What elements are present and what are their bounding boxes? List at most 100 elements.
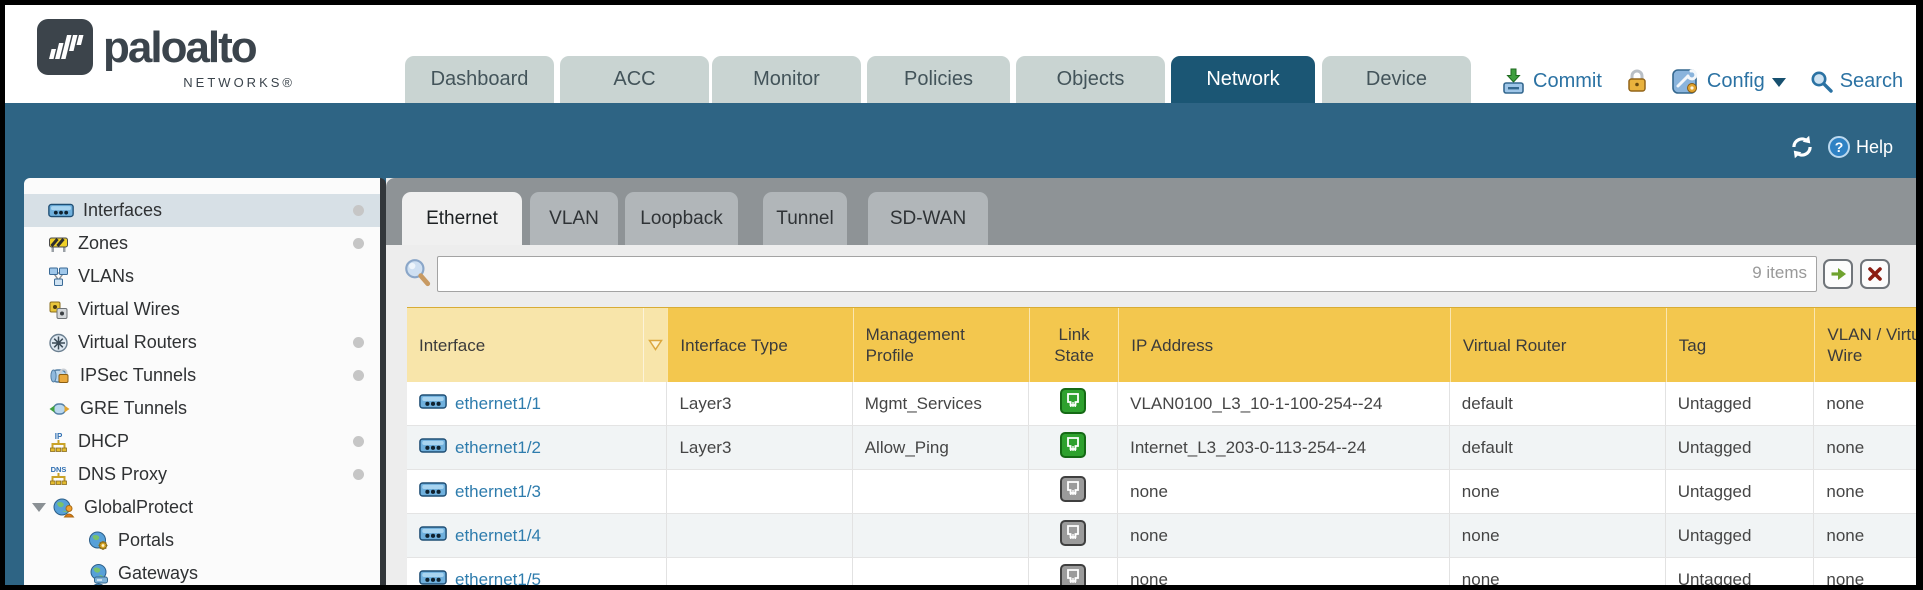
gateways-icon: [88, 563, 109, 584]
col-header-vlan-wire[interactable]: VLAN / Virtual Wire: [1814, 308, 1916, 382]
sidebar-item-gre-tunnels[interactable]: GRE Tunnels: [24, 392, 380, 425]
tab-device[interactable]: Device: [1322, 56, 1471, 103]
clear-filter-button[interactable]: [1860, 259, 1890, 289]
brand-sub: NETWORKS®: [183, 75, 295, 90]
gre-tunnels-icon: [48, 399, 71, 419]
cell-virtual-router: none: [1450, 470, 1666, 513]
lock-icon[interactable]: [1626, 68, 1648, 94]
cell-virtual-router: default: [1450, 382, 1666, 425]
link-state-up-icon: [1060, 388, 1087, 419]
cell-management-profile: [853, 558, 1030, 585]
tab-acc-label: ACC: [613, 68, 656, 90]
subtab-ethernet[interactable]: Ethernet: [402, 192, 522, 245]
config-link[interactable]: Config: [1706, 69, 1765, 92]
tab-objects-label: Objects: [1056, 68, 1125, 90]
interface-link[interactable]: ethernet1/3: [455, 481, 542, 501]
commit-icon: [1501, 68, 1526, 95]
table-row[interactable]: ethernet1/3 none none Untagged none: [407, 470, 1916, 514]
table-row[interactable]: ethernet1/1 Layer3 Mgmt_Services VLAN010…: [407, 382, 1916, 426]
interface-icon: [419, 437, 447, 458]
sidebar-item-virtual-wires[interactable]: Virtual Wires: [24, 293, 380, 326]
cell-ip-address: Internet_L3_203-0-113-254--24: [1118, 426, 1450, 469]
sidebar-item-label: DNS Proxy: [78, 464, 168, 484]
sidebar-item-vlans[interactable]: VLANs: [24, 260, 380, 293]
col-header-virtual-router[interactable]: Virtual Router: [1449, 308, 1666, 382]
link-state-down-icon: [1060, 476, 1087, 507]
sidebar-item-ipsec-tunnels[interactable]: IPSec Tunnels: [24, 359, 380, 392]
subtab-label: SD-WAN: [889, 207, 967, 229]
table-row[interactable]: ethernet1/2 Layer3 Allow_Ping Internet_L…: [407, 426, 1916, 470]
interfaces-icon: [48, 203, 74, 218]
col-label: Virtual Router: [1462, 335, 1567, 355]
cell-interface: ethernet1/3: [407, 470, 668, 513]
apply-filter-button[interactable]: [1823, 259, 1853, 289]
virtual-routers-icon: [48, 333, 69, 353]
cell-vlan-wire: none: [1826, 525, 1865, 545]
interface-link[interactable]: ethernet1/2: [455, 437, 542, 457]
search-link[interactable]: Search: [1839, 69, 1904, 92]
cell-link-state: [1029, 382, 1119, 425]
tab-policies[interactable]: Policies: [867, 56, 1010, 103]
interface-link[interactable]: ethernet1/5: [455, 569, 542, 586]
table-row[interactable]: ethernet1/4 none none Untagged none: [407, 514, 1916, 558]
col-header-tag[interactable]: Tag: [1665, 308, 1815, 382]
col-header-interface[interactable]: Interface: [407, 308, 643, 382]
sidebar-item-globalprotect[interactable]: GlobalProtect: [24, 491, 380, 524]
help-button[interactable]: ? Help: [1827, 135, 1893, 159]
sidebar-item-label: GlobalProtect: [84, 497, 194, 517]
cell-tag: Untagged: [1666, 470, 1815, 513]
cell-vlan-wire: none: [1826, 481, 1865, 501]
config-dropdown-caret[interactable]: [1771, 78, 1786, 87]
filter-input[interactable]: [437, 256, 1817, 292]
svg-text:IP: IP: [55, 432, 63, 441]
sidebar-item-dhcp[interactable]: IP DHCP: [24, 425, 380, 458]
tab-dashboard[interactable]: Dashboard: [405, 56, 554, 103]
tab-objects[interactable]: Objects: [1016, 56, 1165, 103]
commit-link[interactable]: Commit: [1533, 69, 1602, 92]
interface-link[interactable]: ethernet1/4: [455, 525, 542, 545]
sidebar-item-gateways[interactable]: Gateways: [24, 557, 380, 585]
subtab-sdwan[interactable]: SD-WAN: [868, 192, 988, 245]
red-x-icon: [1868, 267, 1882, 281]
col-label: Tag: [1678, 335, 1707, 355]
interface-link[interactable]: ethernet1/1: [455, 393, 542, 413]
col-header-interface-type[interactable]: Interface Type: [667, 308, 853, 382]
help-icon: ?: [1828, 136, 1850, 158]
sidebar-item-interfaces[interactable]: Interfaces: [24, 194, 380, 227]
cell-interface-type: [667, 558, 853, 585]
sidebar-item-portals[interactable]: Portals: [24, 524, 380, 557]
table-header-row: Interface Interface Type Management Prof…: [407, 307, 1916, 382]
col-header-ip-address[interactable]: IP Address: [1118, 308, 1450, 382]
cell-tag: Untagged: [1666, 382, 1815, 425]
table-row[interactable]: ethernet1/5 none none Untagged none: [407, 558, 1916, 585]
sidebar-item-virtual-routers[interactable]: Virtual Routers: [24, 326, 380, 359]
refresh-icon[interactable]: [1789, 134, 1815, 160]
col-header-link-state[interactable]: Link State: [1028, 308, 1119, 382]
sort-dropdown-button[interactable]: [642, 308, 668, 382]
sidebar-item-zones[interactable]: Zones: [24, 227, 380, 260]
subtab-vlan[interactable]: VLAN: [530, 192, 618, 245]
tab-acc[interactable]: ACC: [560, 56, 709, 103]
subtab-loopback[interactable]: Loopback: [625, 192, 738, 245]
cell-ip-address: none: [1118, 470, 1450, 513]
tab-dashboard-label: Dashboard: [430, 68, 529, 90]
cell-interface: ethernet1/4: [407, 514, 668, 557]
subtab-tunnel[interactable]: Tunnel: [763, 192, 847, 245]
expand-triangle-icon[interactable]: [32, 503, 46, 512]
tab-monitor[interactable]: Monitor: [712, 56, 861, 103]
main-panel: Ethernet VLAN Loopback Tunnel SD-WAN 9 i…: [386, 178, 1916, 585]
sort-triangle-icon: [648, 339, 663, 351]
col-header-management-profile[interactable]: Management Profile: [852, 308, 1029, 382]
sidebar-item-label: Zones: [78, 233, 129, 253]
sidebar: Interfaces Zones: [24, 178, 386, 585]
cell-management-profile: [853, 470, 1030, 513]
sidebar-item-label: VLANs: [78, 266, 135, 286]
col-label: Interface: [419, 335, 486, 355]
sidebar-item-label: Virtual Wires: [78, 299, 180, 319]
sidebar-item-label: IPSec Tunnels: [80, 365, 197, 385]
sidebar-item-dns-proxy[interactable]: DNS DNS Proxy: [24, 458, 380, 491]
link-state-down-icon: [1060, 564, 1087, 585]
col-label: VLAN / Virtual Wire: [1827, 325, 1916, 365]
cell-tag: Untagged: [1666, 426, 1815, 469]
tab-network[interactable]: Network: [1171, 56, 1315, 103]
